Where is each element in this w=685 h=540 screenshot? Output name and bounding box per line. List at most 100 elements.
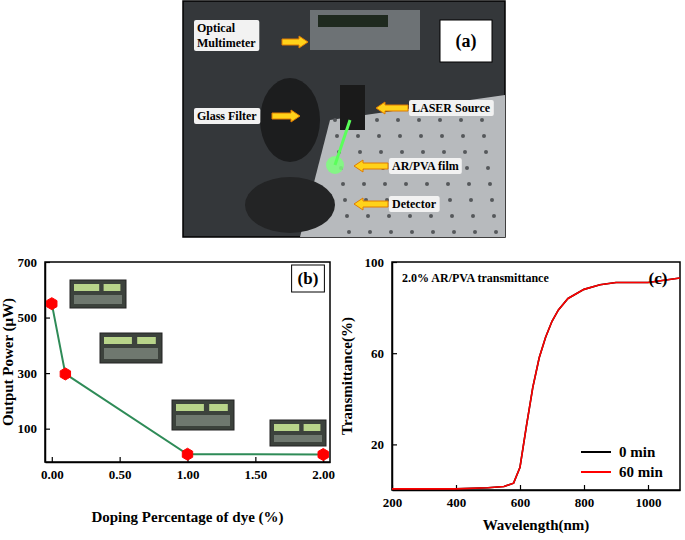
plot-frame [392, 262, 680, 490]
axis-line [45, 263, 47, 463]
table-hole [362, 182, 366, 186]
table-hole [398, 134, 402, 138]
tick-label: 500 [18, 310, 38, 325]
tick: 800 [575, 485, 595, 510]
data-point [60, 368, 70, 380]
tick: 0.00 [41, 457, 64, 482]
laser-source [340, 85, 365, 130]
table-hole [467, 182, 471, 186]
axis-line [393, 490, 681, 492]
table-hole [377, 134, 381, 138]
table-hole [482, 134, 486, 138]
panel-label-box [292, 265, 325, 292]
tick-mark [45, 429, 50, 430]
tick: 500 [18, 310, 51, 325]
table-hole [358, 150, 362, 154]
table-hole [366, 214, 370, 218]
tick: 700 [18, 255, 51, 270]
inset-display [74, 284, 99, 291]
table-hole [442, 150, 446, 154]
series-line [392, 278, 680, 489]
y-axis-title: Output Power (μW) [0, 298, 17, 426]
inset-display [104, 284, 121, 291]
table-hole [461, 134, 465, 138]
table-hole [471, 214, 475, 218]
arrow [354, 198, 388, 210]
table-hole [341, 182, 345, 186]
inset-photo [70, 280, 126, 308]
tick-mark [392, 353, 397, 354]
inset-photo [172, 400, 234, 430]
label-text: AR/PVA film [392, 159, 459, 173]
tick-label: 0.00 [41, 467, 64, 482]
multimeter [310, 10, 420, 50]
y-axis: 2060100 [365, 255, 398, 491]
detector [245, 177, 335, 233]
photo-background [183, 1, 505, 237]
inset-buttons [274, 435, 322, 442]
inset-buttons [74, 295, 122, 304]
tick-label: 300 [18, 366, 38, 381]
table-hole [347, 230, 351, 234]
y-axis: 100300500700 [18, 255, 51, 463]
inset-buttons [104, 348, 158, 359]
data-point [182, 448, 192, 460]
tick-mark [392, 262, 397, 263]
photo-panel: OpticalMultimeterGlass FilterLASER Sourc… [183, 1, 505, 237]
table-hole [419, 134, 423, 138]
multimeter-display [318, 15, 388, 27]
x-axis-title: Doping Percentage of dye (%) [91, 509, 283, 526]
inset-photo [100, 333, 162, 363]
tick-mark [392, 444, 397, 445]
inset-body [70, 280, 126, 308]
table-hole [356, 134, 360, 138]
panel-label-group: (a) [440, 20, 492, 62]
panel-label: (c) [649, 269, 668, 288]
table-hole [480, 118, 484, 122]
laser-beam [335, 120, 350, 165]
tick-label: 60 [371, 346, 384, 361]
table-hole [469, 198, 473, 202]
tick: 60 [371, 346, 397, 361]
tick-mark [45, 317, 50, 318]
label-text: Multimeter [197, 36, 256, 50]
tick: 0.50 [109, 457, 132, 482]
axis-line [392, 263, 394, 491]
table-hole [488, 182, 492, 186]
table-hole [429, 214, 433, 218]
photo-label: LASER Source [409, 100, 494, 116]
panel-label-group: (c) [649, 269, 668, 288]
tick-mark [45, 373, 50, 374]
chart-title: 2.0% AR/PVA transmittance [402, 271, 549, 285]
table-hole [417, 118, 421, 122]
arrow [282, 36, 308, 48]
label-text: Detector [392, 197, 437, 211]
table-hole [490, 198, 494, 202]
inset-display [209, 404, 228, 411]
label-background [409, 100, 494, 116]
inset-buttons [176, 415, 230, 426]
tick-mark [255, 457, 256, 462]
chart-panel: 0.000.501.001.502.00100300500700Doping P… [0, 255, 335, 526]
table-hole [335, 134, 339, 138]
table-hole [452, 230, 456, 234]
tick: 1.50 [244, 457, 267, 482]
table-hole [396, 118, 400, 122]
series-line [392, 278, 680, 489]
table-hole [343, 198, 347, 202]
table-hole [345, 214, 349, 218]
plot-frame [45, 262, 330, 462]
tick: 20 [371, 437, 397, 452]
arrow [376, 102, 408, 114]
tick-label: 1000 [636, 495, 662, 510]
photo-label: AR/PVA film [389, 158, 462, 174]
tick-mark [520, 485, 521, 490]
table-hole [484, 150, 488, 154]
legend-swatch [581, 451, 611, 453]
tick: 300 [18, 366, 51, 381]
arrow [272, 110, 300, 122]
table-hole [425, 182, 429, 186]
tick-label: 400 [447, 495, 467, 510]
chart-panel: 20040060080010002060100Wavelength(nm)Tra… [339, 255, 681, 534]
arrow [354, 160, 388, 172]
